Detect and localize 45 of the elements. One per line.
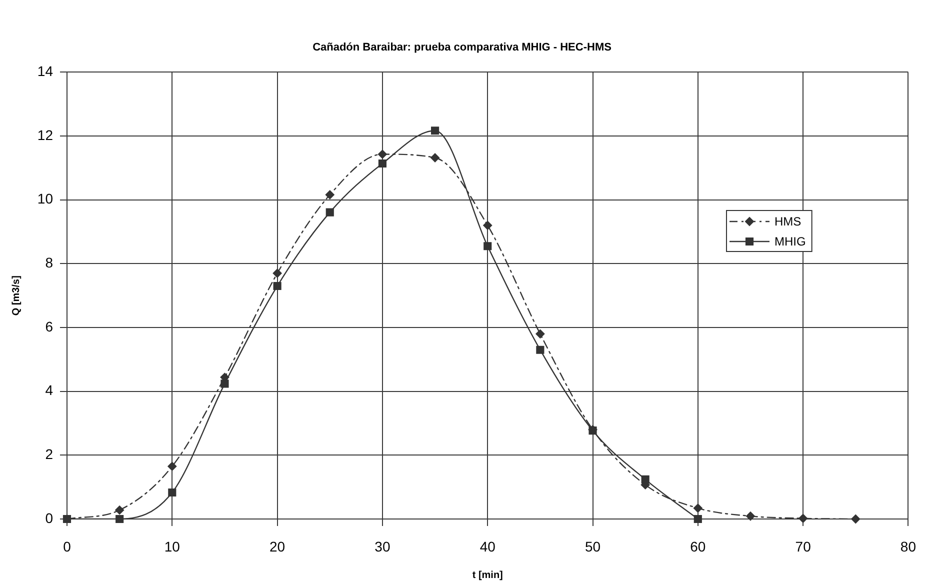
- x-tick-label: 0: [63, 538, 72, 554]
- point: [536, 329, 545, 338]
- point: [326, 208, 334, 216]
- point: [115, 506, 124, 515]
- y-tick-label: 4: [45, 382, 54, 398]
- point: [272, 268, 282, 278]
- point: [220, 380, 229, 388]
- point: [430, 126, 440, 135]
- y-axis-title: Q [m3/s]: [10, 276, 22, 316]
- point: [746, 512, 755, 521]
- x-tick-label: 40: [480, 538, 496, 554]
- x-tick-label: 10: [164, 538, 180, 554]
- point: [168, 488, 176, 497]
- y-tick-label: 2: [45, 446, 54, 462]
- point: [641, 475, 650, 484]
- x-tick-label: 30: [374, 538, 390, 554]
- point: [378, 159, 386, 168]
- legend-label: HMS: [774, 214, 802, 228]
- x-tick-label: 70: [795, 538, 812, 554]
- x-tick-label: 50: [584, 538, 601, 554]
- point: [484, 242, 492, 250]
- point: [378, 150, 387, 159]
- point: [483, 220, 492, 230]
- chart-title: Cañadón Baraibar: prueba comparativa MHIG - HEC-HMS: [312, 42, 612, 54]
- point: [430, 153, 440, 162]
- point: [693, 504, 702, 513]
- point: [116, 514, 124, 524]
- y-tick-label: 10: [37, 190, 54, 207]
- point: [694, 514, 702, 524]
- point: [168, 462, 177, 471]
- y-tick-label: 14: [37, 63, 54, 80]
- point: [851, 514, 860, 524]
- x-tick-label: 80: [900, 538, 916, 554]
- point: [273, 282, 282, 290]
- x-axis-title: t [min]: [472, 570, 503, 581]
- y-tick-label: 0: [45, 510, 54, 526]
- x-tick-label: 20: [270, 538, 286, 554]
- y-tick-label: 12: [37, 126, 54, 143]
- point: [536, 346, 544, 354]
- y-tick-label: 8: [45, 254, 54, 271]
- y-tick-label: 6: [45, 318, 54, 334]
- point: [798, 514, 808, 523]
- legend-label: MHIG: [774, 234, 806, 248]
- point: [325, 190, 334, 200]
- x-tick-label: 60: [690, 538, 706, 554]
